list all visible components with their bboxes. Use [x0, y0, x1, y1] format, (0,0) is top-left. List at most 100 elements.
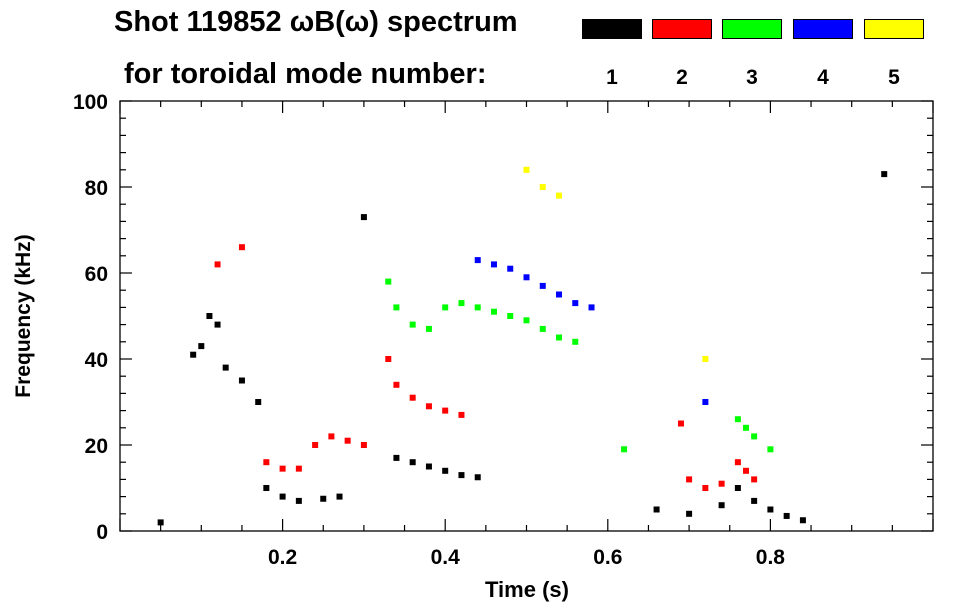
y-tick-label: 40	[85, 349, 108, 372]
data-point-mode-5	[539, 184, 546, 190]
data-point-mode-4	[490, 261, 497, 268]
data-point-mode-2	[360, 442, 367, 448]
data-point-mode-1	[458, 472, 465, 479]
scatter-layer	[157, 166, 888, 526]
data-point-mode-2	[328, 433, 335, 440]
data-point-mode-1	[222, 364, 229, 371]
y-tick-label: 80	[85, 177, 108, 200]
data-point-mode-3	[539, 325, 546, 332]
data-point-mode-4	[507, 265, 514, 272]
legend-label-3: 3	[746, 66, 758, 89]
data-point-mode-2	[751, 476, 758, 483]
legend-title: for toroidal mode number:	[124, 58, 487, 90]
data-point-mode-2	[393, 381, 400, 388]
data-point-mode-3	[507, 313, 514, 319]
chart-title: Shot 119852 ωB(ω) spectrum	[114, 6, 518, 38]
data-point-mode-4	[556, 291, 563, 298]
data-point-mode-5	[702, 356, 709, 362]
data-point-mode-3	[385, 278, 392, 285]
data-point-mode-1	[320, 495, 327, 502]
data-point-mode-1	[157, 519, 164, 526]
data-point-mode-1	[881, 171, 888, 178]
data-point-mode-3	[572, 338, 579, 345]
y-axis-label: Frequency (kHz)	[12, 234, 35, 397]
data-point-mode-1	[360, 214, 367, 221]
data-point-mode-2	[686, 476, 693, 483]
legend-swatch-3	[722, 19, 782, 39]
y-tick-label: 20	[85, 435, 108, 458]
data-point-mode-1	[718, 502, 725, 509]
data-point-mode-4	[539, 282, 546, 289]
legend-swatch-2	[652, 19, 712, 39]
data-point-mode-3	[556, 334, 563, 341]
legend-swatch-5	[864, 19, 924, 39]
data-point-mode-2	[214, 261, 221, 268]
x-tick-label: 0.6	[593, 546, 622, 569]
data-point-mode-1	[336, 493, 343, 500]
data-point-mode-5	[523, 166, 530, 173]
data-point-mode-1	[238, 377, 245, 384]
data-point-mode-2	[295, 465, 302, 472]
data-point-mode-1	[783, 512, 790, 519]
legend-label-4: 4	[817, 66, 829, 89]
data-point-mode-1	[751, 497, 758, 504]
data-point-mode-2	[458, 411, 465, 418]
data-point-mode-1	[799, 517, 806, 524]
data-point-mode-1	[425, 463, 432, 470]
data-point-mode-2	[312, 442, 319, 448]
data-point-mode-2	[238, 244, 245, 251]
data-point-mode-1	[409, 459, 416, 466]
data-point-mode-4	[474, 257, 481, 264]
plot-frame	[119, 100, 934, 532]
data-point-mode-3	[442, 304, 449, 311]
data-point-mode-4	[523, 274, 530, 281]
legend-swatch-1	[582, 19, 642, 39]
data-point-mode-2	[263, 459, 270, 466]
x-tick-label: 0.4	[431, 546, 461, 569]
data-point-mode-2	[743, 467, 750, 474]
data-point-mode-2	[344, 437, 351, 444]
data-point-mode-3	[409, 321, 416, 328]
legend-label-1: 1	[606, 66, 618, 89]
data-point-mode-1	[653, 506, 660, 513]
data-point-mode-1	[686, 510, 693, 517]
data-point-mode-2	[425, 403, 432, 410]
x-tick-label: 0.8	[756, 546, 786, 569]
data-point-mode-3	[743, 424, 750, 431]
data-point-mode-3	[734, 416, 741, 423]
data-point-mode-2	[718, 480, 725, 487]
data-point-mode-1	[206, 313, 213, 319]
data-point-mode-2	[385, 356, 392, 362]
data-point-mode-1	[255, 399, 262, 405]
data-point-mode-1	[474, 474, 481, 481]
data-point-mode-2	[734, 459, 741, 466]
data-point-mode-1	[190, 351, 197, 358]
data-point-mode-1	[263, 485, 270, 491]
data-point-mode-3	[490, 308, 497, 315]
data-point-mode-1	[442, 467, 449, 474]
x-axis-label: Time (s)	[485, 577, 569, 602]
data-point-mode-1	[279, 493, 286, 500]
data-point-mode-3	[621, 446, 628, 453]
data-point-mode-2	[677, 420, 684, 427]
data-point-mode-3	[474, 304, 481, 311]
data-point-mode-1	[295, 497, 302, 504]
legend-label-2: 2	[676, 66, 688, 89]
y-tick-label: 100	[73, 91, 108, 114]
data-point-mode-4	[588, 304, 595, 311]
legend-swatch-4	[793, 19, 853, 39]
data-point-mode-4	[702, 399, 709, 405]
y-tick-label: 60	[85, 263, 108, 286]
data-point-mode-2	[279, 465, 286, 472]
data-point-mode-1	[767, 506, 774, 513]
axis-layer: 0 20 40 60 80 100 0.2 0.4 0.6 0.8	[73, 91, 934, 569]
data-point-mode-3	[425, 325, 432, 332]
data-point-mode-4	[572, 300, 579, 307]
data-point-mode-2	[442, 407, 449, 414]
data-point-mode-2	[409, 394, 416, 401]
data-point-mode-3	[751, 433, 758, 440]
data-point-mode-3	[458, 300, 465, 307]
y-tick-label: 0	[96, 521, 108, 544]
data-point-mode-3	[393, 304, 400, 311]
